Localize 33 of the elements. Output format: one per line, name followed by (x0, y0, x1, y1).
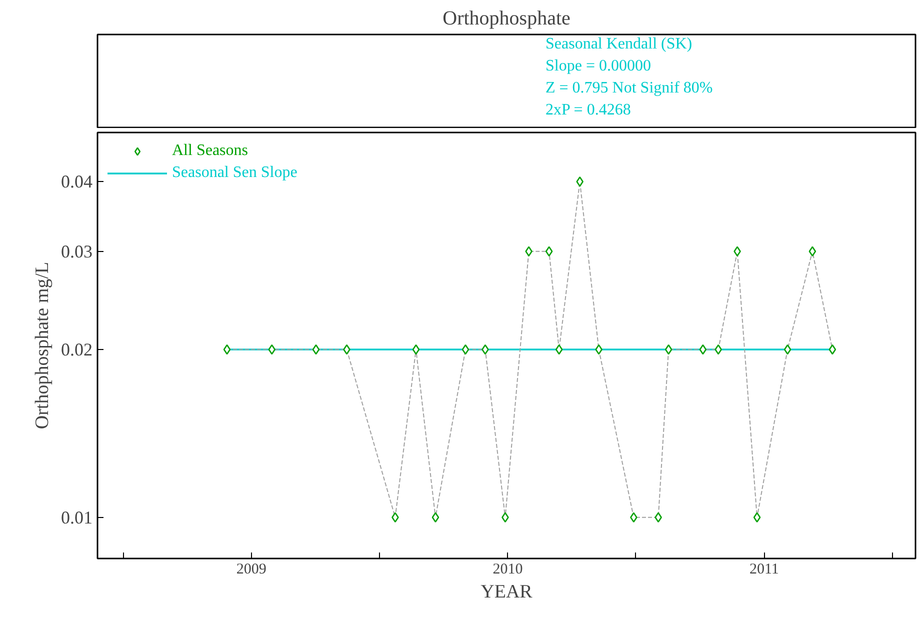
x-tick-label: 2009 (236, 562, 266, 578)
text: Seasonal Kendall (SK) (546, 36, 692, 52)
point (664, 344, 672, 355)
legend-label: Seasonal Sen Slope (172, 164, 298, 182)
text: Z = 0.795 Not Signif 80% (546, 80, 713, 96)
legend-label: All Seasons (172, 142, 248, 160)
point (462, 344, 470, 355)
point (432, 512, 440, 523)
point (525, 246, 532, 256)
point (545, 246, 553, 256)
point (576, 176, 584, 187)
point (753, 512, 761, 523)
point (555, 344, 563, 355)
y-tick-label: 0.04 (61, 172, 92, 192)
point (412, 344, 420, 355)
y-tick-label: 0.01 (61, 507, 92, 528)
y-tick-label: 0.02 (61, 340, 92, 360)
text: Slope = 0.00000 (546, 58, 651, 74)
chart-title: Orthophosphate (442, 8, 570, 30)
text: 2xP = 0.4268 (546, 102, 631, 118)
x-tick-label: 2011 (749, 562, 779, 578)
point (734, 246, 741, 256)
point (699, 344, 707, 355)
x-axis-title: YEAR (480, 582, 533, 602)
point (808, 246, 816, 256)
point (223, 344, 231, 355)
point (828, 344, 836, 355)
point (784, 344, 792, 355)
y-axis-title: Orthophosphate mg/L (32, 262, 53, 430)
point (312, 344, 320, 355)
y-tick-label: 0.03 (61, 241, 92, 262)
x-tick-label: 2010 (492, 562, 523, 578)
point (268, 344, 276, 355)
